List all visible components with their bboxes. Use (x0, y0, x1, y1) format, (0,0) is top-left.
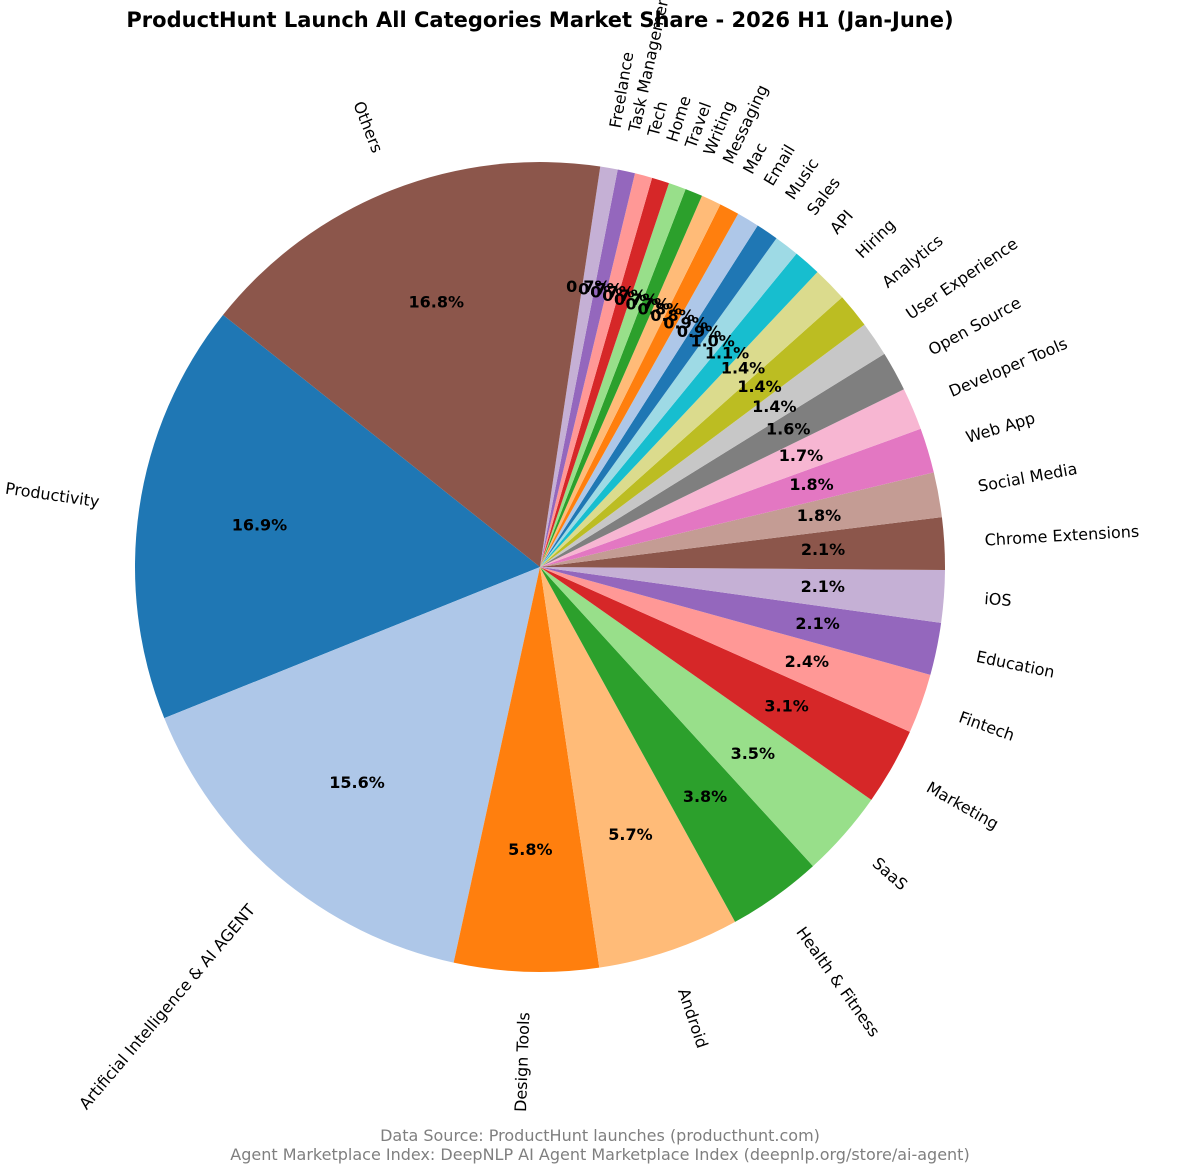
pie-slice-tech (540, 173, 653, 568)
slice-pct-artificial-intelligence-and-ai-agent: 15.6% (329, 773, 385, 792)
footer-index: Agent Marketplace Index: DeepNLP AI Agen… (230, 1145, 970, 1164)
pie-slice-design-tools (453, 567, 600, 972)
slice-pct-tech: 0.7% (590, 282, 634, 301)
pie-slice-saas (540, 567, 872, 867)
slice-pct-travel: 0.7% (614, 290, 658, 309)
slice-pct-hiring: 1.4% (721, 359, 765, 378)
slice-pct-music: 0.9% (677, 322, 721, 341)
slice-pct-fintech: 2.4% (785, 652, 829, 671)
slice-label-social-media: Social Media (976, 459, 1078, 496)
slice-label-hiring: Hiring (852, 215, 899, 262)
slice-pct-freelance: 0.7% (566, 277, 610, 296)
slice-label-fintech: Fintech (956, 708, 1017, 745)
slice-pct-social-media: 1.8% (797, 506, 841, 525)
pie-slice-chrome-extensions (540, 517, 946, 571)
slice-pct-ios: 2.1% (801, 577, 845, 596)
slice-pct-writing: 0.7% (625, 294, 669, 313)
slice-pct-open-source: 1.6% (766, 420, 810, 439)
slice-pct-chrome-extensions: 2.1% (801, 540, 845, 559)
pie-slice-task-management (540, 169, 635, 567)
pie-slice-email (540, 213, 758, 568)
slice-pct-health-and-fitness: 3.8% (683, 787, 727, 806)
slice-pct-home: 0.7% (602, 286, 646, 305)
pie-slice-api (540, 253, 818, 568)
slice-pct-mac: 0.8% (650, 306, 694, 325)
pie-slice-mac (540, 204, 739, 567)
slice-label-chrome-extensions: Chrome Extensions (984, 522, 1140, 550)
pie-slice-education (540, 567, 942, 675)
pie-slice-ios (540, 567, 945, 623)
footer-source: Data Source: ProductHunt launches (produ… (380, 1126, 820, 1145)
pie-slice-others (223, 161, 601, 567)
slice-pct-api: 1.1% (705, 343, 749, 362)
slice-label-web-app: Web App (964, 408, 1038, 447)
slice-label-marketing: Marketing (923, 778, 1002, 834)
slice-pct-email: 0.9% (663, 313, 707, 332)
pie-slice-health-and-fitness (540, 567, 814, 922)
slice-pct-education: 2.1% (795, 614, 839, 633)
slice-label-saas: SaaS (869, 853, 912, 894)
slice-pct-sales: 1.0% (690, 332, 734, 351)
pie-slice-social-media (540, 472, 942, 567)
pie-slice-home (540, 177, 669, 567)
slice-label-design-tools: Design Tools (511, 1012, 533, 1112)
pie-slice-travel (540, 183, 686, 567)
pie-slice-analytics (540, 297, 865, 567)
slice-pct-others: 16.8% (408, 293, 464, 312)
slice-label-health-and-fitness: Health & Fitness (792, 923, 883, 1040)
pie-slice-messaging (540, 195, 721, 568)
pie-slice-web-app (540, 428, 934, 567)
slice-label-android: Android (674, 986, 712, 1051)
slice-pct-saas: 3.5% (731, 744, 775, 763)
slice-label-analytics: Analytics (878, 231, 946, 292)
slice-pct-user-experience: 1.4% (752, 397, 796, 416)
slice-pct-developer-tools: 1.7% (779, 446, 823, 465)
slice-pct-android: 5.7% (608, 825, 652, 844)
pie-slice-marketing (540, 567, 910, 800)
pie-slice-artificial-intelligence-and-ai-agent (164, 567, 540, 963)
slice-pct-marketing: 3.1% (764, 696, 808, 715)
slices-layer (134, 161, 946, 972)
slice-pct-productivity: 16.9% (232, 516, 288, 535)
slice-pct-analytics: 1.4% (737, 377, 781, 396)
pie-slice-open-source (540, 353, 904, 567)
slice-label-others: Others (349, 99, 386, 156)
slice-label-api: API (826, 206, 857, 238)
slice-pct-web-app: 1.8% (789, 475, 833, 494)
pct-labels-layer: 16.9% 15.6% 5.8% 5.7% 3.8% 3.5% 3.1% 2.4% 2.1% 2.… (232, 277, 846, 859)
pie-slice-music (540, 225, 777, 567)
pie-slice-sales (540, 238, 797, 568)
pie-slice-writing (540, 189, 702, 567)
slice-label-artificial-intelligence-and-ai-agent: Artificial Intelligence & AI AGENT (75, 900, 259, 1113)
slice-pct-task-management: 0.7% (578, 280, 622, 299)
pie-slice-android (540, 567, 736, 968)
slice-label-education: Education (975, 647, 1057, 682)
pie-slice-hiring (540, 271, 843, 567)
slice-pct-design-tools: 5.8% (508, 840, 552, 859)
slice-pct-messaging: 0.8% (638, 300, 682, 319)
slice-label-productivity: Productivity (4, 479, 101, 511)
pie-slice-user-experience (540, 324, 885, 567)
slice-label-ios: iOS (984, 589, 1013, 610)
pie-slice-developer-tools (540, 389, 921, 567)
pie-slice-productivity (134, 314, 540, 719)
slice-label-developer-tools: Developer Tools (946, 334, 1070, 401)
pie-slice-fintech (540, 567, 931, 732)
chart-title: ProductHunt Launch All Categories Market… (126, 8, 954, 32)
pie-slice-freelance (540, 166, 618, 567)
